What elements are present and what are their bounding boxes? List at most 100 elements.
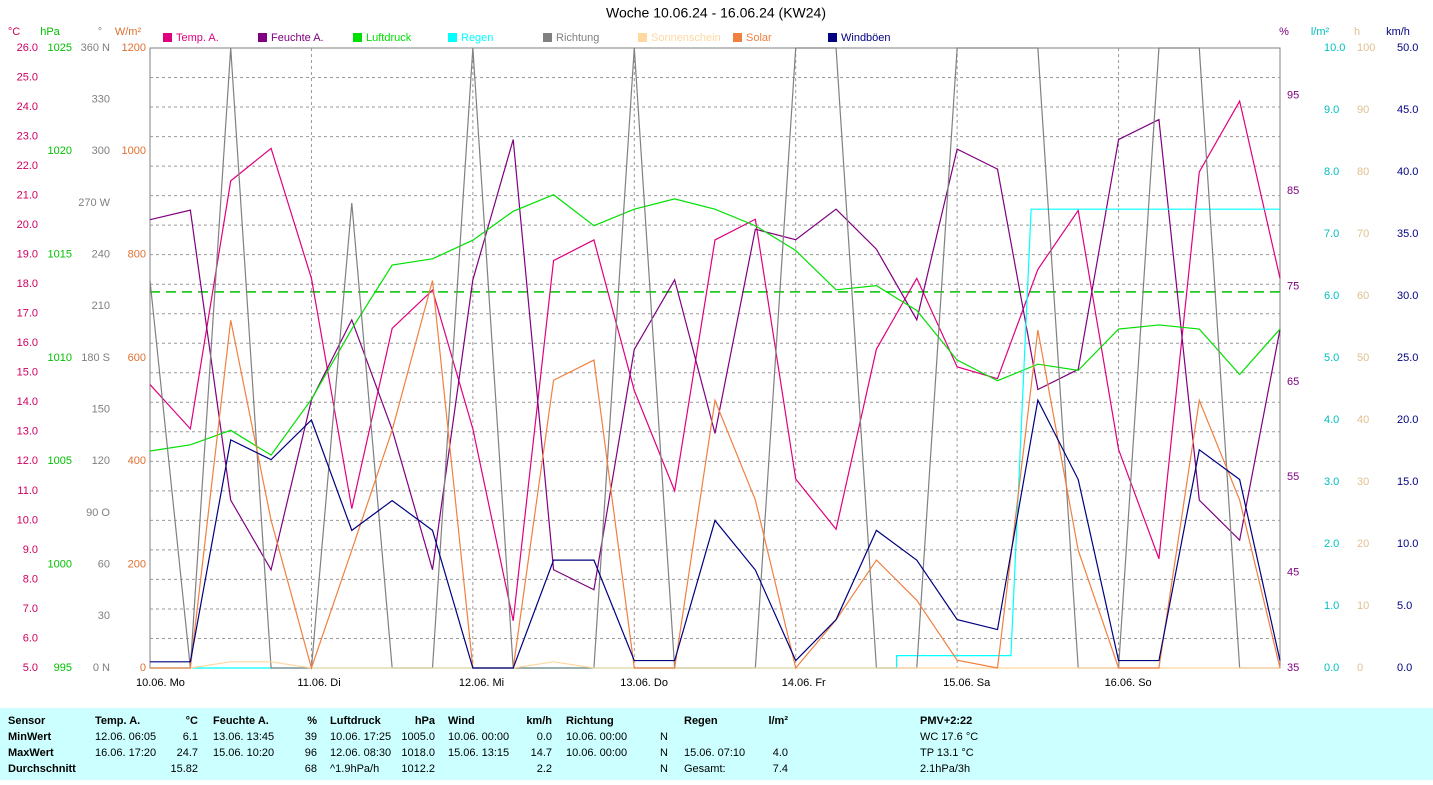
y-tick-label: 30 — [98, 610, 110, 622]
y-tick-label: 60 — [1357, 290, 1369, 302]
y-tick-label: 15.0 — [17, 367, 38, 379]
table-cell: 10.06. 00:00 — [566, 747, 627, 759]
y-tick-label: 270 W — [78, 197, 110, 209]
table-cell: TP 13.1 °C — [920, 747, 974, 759]
table-cell: % — [307, 715, 317, 727]
y-tick-label: 75 — [1287, 280, 1299, 292]
table-cell: 4.0 — [773, 747, 788, 759]
y-tick-label: 30 — [1357, 476, 1369, 488]
x-tick-label: 14.06. Fr — [782, 677, 826, 689]
y-tick-label: 800 — [128, 249, 146, 261]
legend-label: Windböen — [841, 32, 891, 44]
series-line — [150, 398, 1281, 669]
y-tick-label: 13.0 — [17, 426, 38, 438]
table-cell: 13.06. 13:45 — [213, 731, 274, 743]
legend-label: Luftdruck — [366, 32, 412, 44]
y-tick-label: 16.0 — [17, 337, 38, 349]
table-cell: Richtung — [566, 715, 614, 727]
y-tick-label: 7.0 — [1324, 228, 1339, 240]
table-cell: 10.06. 17:25 — [330, 731, 391, 743]
y-tick-label: 180 S — [81, 352, 110, 364]
x-tick-label: 13.06. Do — [620, 677, 668, 689]
table-cell: Gesamt: — [684, 763, 726, 775]
y-tick-label: 25.0 — [1397, 352, 1418, 364]
table-cell: MaxWert — [8, 747, 54, 759]
table-cell: Luftdruck — [330, 715, 382, 727]
y-tick-label: 24.0 — [17, 101, 38, 113]
legend-swatch — [448, 33, 457, 42]
y-tick-label: 35.0 — [1397, 228, 1418, 240]
y-tick-label: 45 — [1287, 567, 1299, 579]
y-tick-label: 60 — [98, 559, 110, 571]
y-tick-label: 8.0 — [23, 573, 38, 585]
axis-unit: km/h — [1386, 26, 1410, 38]
table-cell: MinWert — [8, 731, 52, 743]
y-tick-label: 400 — [128, 455, 146, 467]
y-tick-label: 1015 — [48, 249, 72, 261]
legend-label: Feuchte A. — [271, 32, 324, 44]
axis-unit: l/m² — [1311, 26, 1330, 38]
legend-label: Temp. A. — [176, 32, 219, 44]
x-tick-label: 11.06. Di — [297, 677, 340, 689]
y-tick-label: 6.0 — [1324, 290, 1339, 302]
table-cell: 1005.0 — [401, 731, 435, 743]
y-tick-label: 17.0 — [17, 308, 38, 320]
legend-swatch — [258, 33, 267, 42]
y-tick-label: 1025 — [48, 42, 72, 54]
series-line — [150, 280, 1281, 671]
y-tick-label: 0 — [1357, 662, 1363, 674]
y-tick-label: 9.0 — [23, 544, 38, 556]
table-cell: 15.06. 07:10 — [684, 747, 745, 759]
table-cell: 24.7 — [177, 747, 198, 759]
table-cell: l/m² — [768, 715, 788, 727]
y-tick-label: 100 — [1357, 42, 1375, 54]
table-cell: 15.82 — [170, 763, 198, 775]
table-cell: PMV+2:22 — [920, 715, 972, 727]
axis-unit: hPa — [40, 26, 60, 38]
y-tick-label: 240 — [92, 249, 110, 261]
y-tick-label: 35 — [1287, 662, 1299, 674]
y-tick-label: 10 — [1357, 600, 1369, 612]
y-tick-label: 45.0 — [1397, 104, 1418, 116]
y-tick-label: 7.0 — [23, 603, 38, 615]
y-tick-label: 10.0 — [17, 514, 38, 526]
y-tick-label: 65 — [1287, 376, 1299, 388]
y-tick-label: 21.0 — [17, 190, 38, 202]
table-cell: 1018.0 — [401, 747, 435, 759]
y-tick-label: 4.0 — [1324, 414, 1339, 426]
y-tick-label: 6.0 — [23, 632, 38, 644]
axis-unit: % — [1279, 26, 1289, 38]
y-tick-label: 12.0 — [17, 455, 38, 467]
table-cell: 10.06. 00:00 — [566, 731, 627, 743]
legend-label: Solar — [746, 32, 772, 44]
table-cell: °C — [186, 715, 198, 727]
series-line — [150, 661, 1280, 669]
table-cell: km/h — [526, 715, 552, 727]
y-tick-label: 0 — [140, 662, 146, 674]
table-cell: 96 — [305, 747, 317, 759]
y-tick-label: 18.0 — [17, 278, 38, 290]
series-line — [149, 118, 1281, 591]
axis-unit: °C — [8, 26, 20, 38]
table-background — [0, 708, 1433, 780]
y-tick-label: 15.0 — [1397, 476, 1418, 488]
table-cell: Temp. A. — [95, 715, 140, 727]
x-tick-label: 15.06. Sa — [943, 677, 991, 689]
y-tick-label: 22.0 — [17, 160, 38, 172]
y-tick-label: 1020 — [48, 145, 72, 157]
y-tick-label: 80 — [1357, 166, 1369, 178]
y-tick-label: 5.0 — [1324, 352, 1339, 364]
table-cell: N — [660, 747, 668, 759]
y-tick-label: 0 N — [93, 662, 110, 674]
table-cell: N — [660, 763, 668, 775]
table-cell: 16.06. 17:20 — [95, 747, 156, 759]
table-cell: 12.06. 06:05 — [95, 731, 156, 743]
y-tick-label: 1200 — [122, 42, 146, 54]
y-tick-label: 10.0 — [1397, 538, 1418, 550]
y-tick-label: 1.0 — [1324, 600, 1339, 612]
y-tick-label: 995 — [54, 662, 72, 674]
axis-unit: ° — [98, 26, 102, 38]
y-tick-label: 1005 — [48, 455, 72, 467]
table-cell: 15.06. 10:20 — [213, 747, 274, 759]
